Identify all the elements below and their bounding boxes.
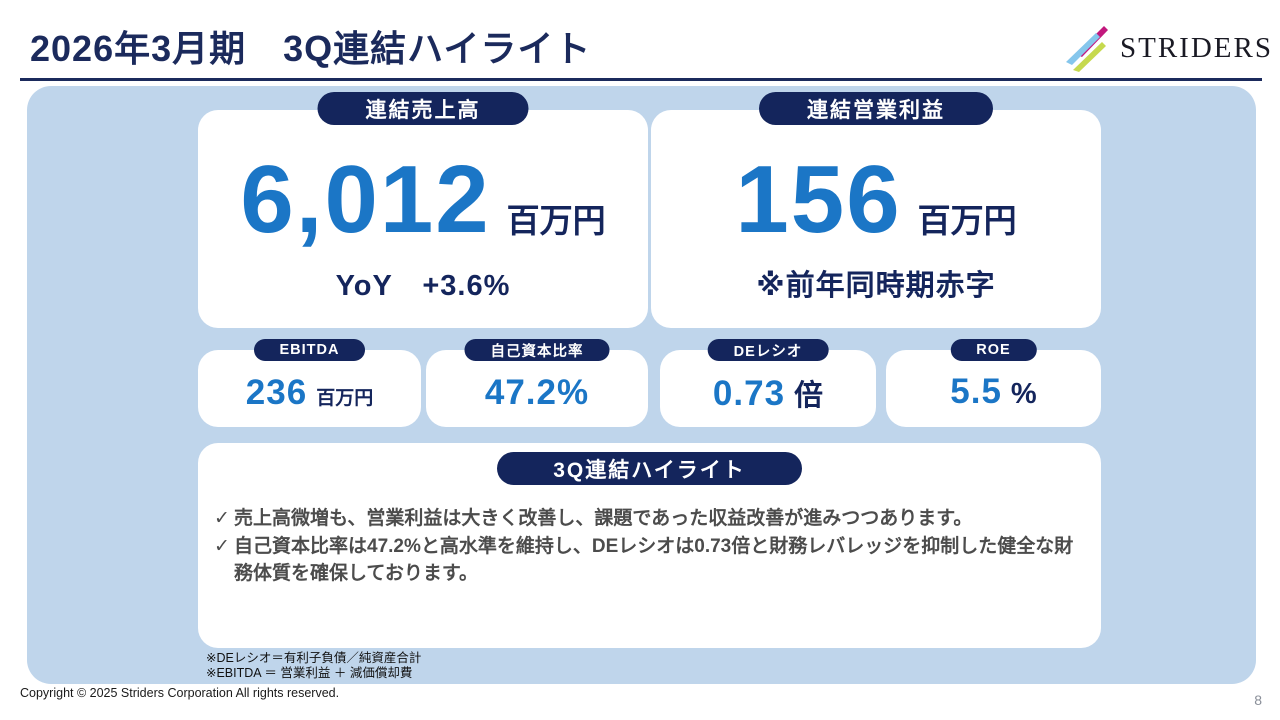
highlight-item: ✓ 売上高微増も、営業利益は大きく改善し、課題であった収益改善が進みつつあります… (214, 505, 1079, 533)
highlight-text: 売上高微増も、営業利益は大きく改善し、課題であった収益改善が進みつつあります。 (234, 508, 973, 529)
footnotes: ※DEレシオ＝有利子負債／純資産合計 ※EBITDA ＝ 営業利益 ＋ 減価償却… (206, 651, 421, 681)
copyright-text: Copyright © 2025 Striders Corporation Al… (20, 686, 340, 700)
footnote-de-ratio: ※DEレシオ＝有利子負債／純資産合計 (206, 651, 422, 665)
sales-unit: 百万円 (506, 202, 606, 239)
operating-profit-unit: 百万円 (917, 202, 1017, 239)
operating-profit-value-row: 156 百万円 (651, 152, 1101, 248)
ebitda-value: 236 (245, 373, 308, 412)
sales-card: 連結売上高 6,012 百万円 YoY +3.6% (198, 92, 648, 328)
de-ratio-card: DEレシオ 0.73 倍 (660, 339, 876, 427)
sales-value-row: 6,012 百万円 (198, 152, 648, 248)
equity-ratio-card: 自己資本比率 47.2% (426, 339, 648, 427)
roe-value: 5.5 (950, 372, 1002, 411)
ebitda-card: EBITDA 236 百万円 (198, 339, 421, 427)
operating-profit-value: 156 (735, 146, 902, 253)
highlights-list: ✓ 売上高微増も、営業利益は大きく改善し、課題であった収益改善が進みつつあります… (214, 505, 1079, 588)
ebitda-value-row: 236 百万円 (246, 375, 373, 410)
operating-profit-card: 連結営業利益 156 百万円 ※前年同時期赤字 (651, 92, 1101, 328)
ebitda-unit: 百万円 (316, 388, 374, 409)
ebitda-badge: EBITDA (253, 339, 366, 361)
roe-unit: % (1010, 378, 1037, 410)
highlights-badge: 3Q連結ハイライト (497, 452, 802, 485)
roe-value-row: 5.5 % (950, 374, 1036, 411)
de-ratio-value-row: 0.73 倍 (713, 372, 823, 414)
de-ratio-value: 0.73 (712, 373, 786, 413)
footnote-ebitda: ※EBITDA ＝ 営業利益 ＋ 減価償却費 (206, 665, 413, 680)
roe-badge: ROE (950, 339, 1037, 361)
sales-yoy-note: YoY +3.6% (335, 270, 511, 302)
page-title: 2026年3月期 3Q連結ハイライト (30, 28, 592, 69)
equity-ratio-badge: 自己資本比率 (464, 339, 610, 361)
check-icon: ✓ (214, 535, 230, 557)
content-panel: 連結売上高 6,012 百万円 YoY +3.6% 連結営業利益 156 百万円… (27, 86, 1256, 684)
sales-value: 6,012 (240, 146, 491, 253)
highlight-text: 自己資本比率は47.2%と高水準を維持し、DEレシオは0.73倍と財務レバレッジ… (234, 535, 1074, 585)
equity-ratio-value: 47.2% (484, 373, 590, 412)
logo-strokes-icon (1066, 26, 1108, 72)
operating-profit-note: ※前年同時期赤字 (756, 270, 996, 302)
title-divider (20, 78, 1262, 81)
de-ratio-unit: 倍 (794, 379, 824, 412)
sales-badge: 連結売上高 (317, 92, 529, 125)
logo-text: STRIDERS (1120, 31, 1273, 64)
check-icon: ✓ (214, 508, 230, 529)
operating-profit-badge: 連結営業利益 (759, 92, 993, 125)
roe-card: ROE 5.5 % (886, 339, 1101, 427)
highlights-card: 3Q連結ハイライト ✓ 売上高微増も、営業利益は大きく改善し、課題であった収益改… (198, 443, 1101, 648)
striders-logo: STRIDERS (1060, 26, 1273, 72)
highlight-item: ✓ 自己資本比率は47.2%と高水準を維持し、DEレシオは0.73倍と財務レバレ… (214, 533, 1079, 588)
de-ratio-badge: DEレシオ (707, 339, 829, 361)
page-number: 8 (1254, 692, 1262, 708)
equity-ratio-value-row: 47.2% (485, 375, 589, 410)
